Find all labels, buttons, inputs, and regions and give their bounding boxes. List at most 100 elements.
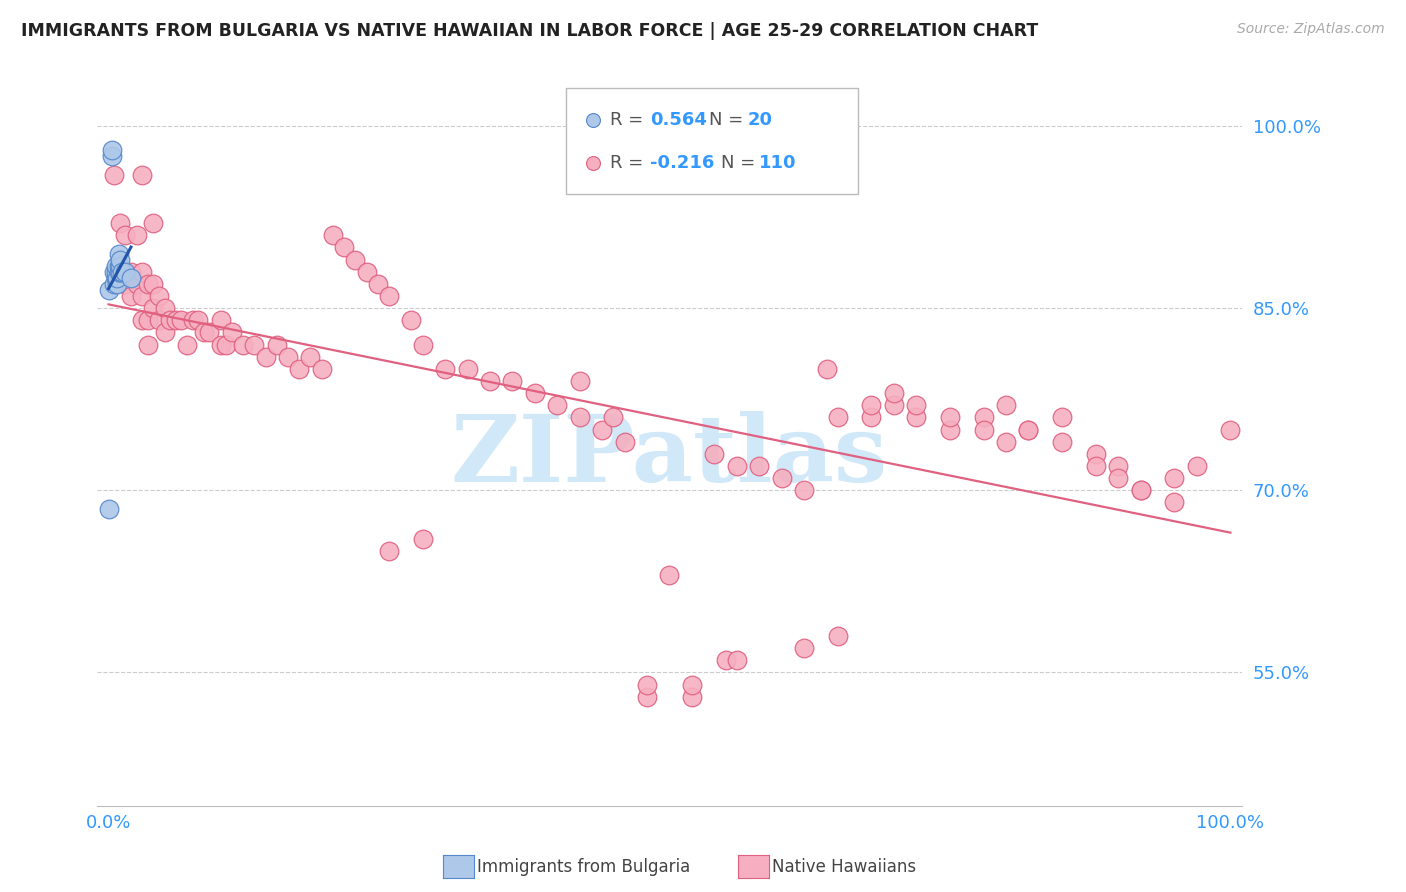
Point <box>107 265 129 279</box>
Point <box>153 326 176 340</box>
Point <box>583 261 606 276</box>
Point <box>131 289 153 303</box>
Point <box>277 350 299 364</box>
Point <box>995 398 1018 412</box>
Point <box>1107 471 1129 485</box>
Point <box>107 246 129 260</box>
Point <box>1017 423 1039 437</box>
Point <box>378 289 401 303</box>
Point <box>1107 458 1129 473</box>
Point <box>120 289 142 303</box>
Point <box>221 326 243 340</box>
Point <box>883 398 905 412</box>
Point <box>108 252 131 267</box>
Point <box>1163 495 1185 509</box>
Point <box>209 337 232 351</box>
Point <box>725 458 748 473</box>
Point <box>939 423 962 437</box>
Point <box>725 653 748 667</box>
Point <box>973 423 995 437</box>
Text: R =: R = <box>610 153 650 172</box>
Point <box>107 259 129 273</box>
Text: Source: ZipAtlas.com: Source: ZipAtlas.com <box>1237 22 1385 37</box>
Point <box>827 629 849 643</box>
Point <box>770 471 793 485</box>
Point <box>1129 483 1152 498</box>
Point <box>883 386 905 401</box>
Point <box>457 362 479 376</box>
Point <box>401 313 423 327</box>
Point <box>120 265 142 279</box>
Point <box>148 313 170 327</box>
Text: Immigrants from Bulgaria: Immigrants from Bulgaria <box>477 858 690 876</box>
Point <box>1129 483 1152 498</box>
Point <box>101 149 124 163</box>
Point <box>148 289 170 303</box>
Point <box>995 434 1018 449</box>
Text: R =: R = <box>610 111 650 128</box>
Point <box>905 398 928 412</box>
Point <box>412 532 434 546</box>
Point <box>1050 434 1073 449</box>
Point <box>181 313 204 327</box>
Text: Native Hawaiians: Native Hawaiians <box>772 858 917 876</box>
Point <box>344 252 367 267</box>
Point <box>288 362 311 376</box>
Text: N =: N = <box>710 111 749 128</box>
Point <box>546 398 568 412</box>
Point <box>187 313 209 327</box>
Point <box>103 168 125 182</box>
Point <box>131 168 153 182</box>
Point <box>658 568 681 582</box>
Text: -0.216: -0.216 <box>650 153 714 172</box>
Point <box>176 337 198 351</box>
Point <box>613 434 636 449</box>
Point <box>793 483 815 498</box>
Point <box>136 313 159 327</box>
Point <box>1050 410 1073 425</box>
Point <box>111 265 134 279</box>
Point <box>105 265 128 279</box>
Text: ZIPatlas: ZIPatlas <box>451 411 889 501</box>
Point <box>356 265 378 279</box>
Point <box>703 447 725 461</box>
Point <box>209 313 232 327</box>
Point <box>412 337 434 351</box>
Point <box>602 410 624 425</box>
Point <box>97 501 120 516</box>
Point <box>159 313 181 327</box>
Text: IMMIGRANTS FROM BULGARIA VS NATIVE HAWAIIAN IN LABOR FORCE | AGE 25-29 CORRELATI: IMMIGRANTS FROM BULGARIA VS NATIVE HAWAI… <box>21 22 1039 40</box>
Point <box>636 690 658 704</box>
Point <box>108 259 131 273</box>
Point <box>748 458 770 473</box>
Point <box>1084 458 1107 473</box>
Point <box>568 374 591 388</box>
Point <box>501 374 523 388</box>
Point <box>193 326 215 340</box>
Point <box>591 423 613 437</box>
Point <box>905 410 928 425</box>
Point <box>939 410 962 425</box>
Text: N =: N = <box>721 153 761 172</box>
Point <box>107 270 129 285</box>
Point <box>125 277 148 291</box>
Point <box>131 265 153 279</box>
Point <box>266 337 288 351</box>
Point <box>136 277 159 291</box>
Point <box>523 386 546 401</box>
Point <box>793 641 815 656</box>
Point <box>114 228 136 243</box>
Point <box>860 410 883 425</box>
Point <box>714 653 737 667</box>
Point <box>215 337 238 351</box>
Point <box>136 337 159 351</box>
Point <box>1185 458 1208 473</box>
Point <box>1017 423 1039 437</box>
Point <box>681 678 703 692</box>
Text: 110: 110 <box>759 153 796 172</box>
Text: 20: 20 <box>747 111 772 128</box>
Point <box>1084 447 1107 461</box>
Point <box>636 678 658 692</box>
Point <box>333 240 356 254</box>
Point <box>232 337 254 351</box>
